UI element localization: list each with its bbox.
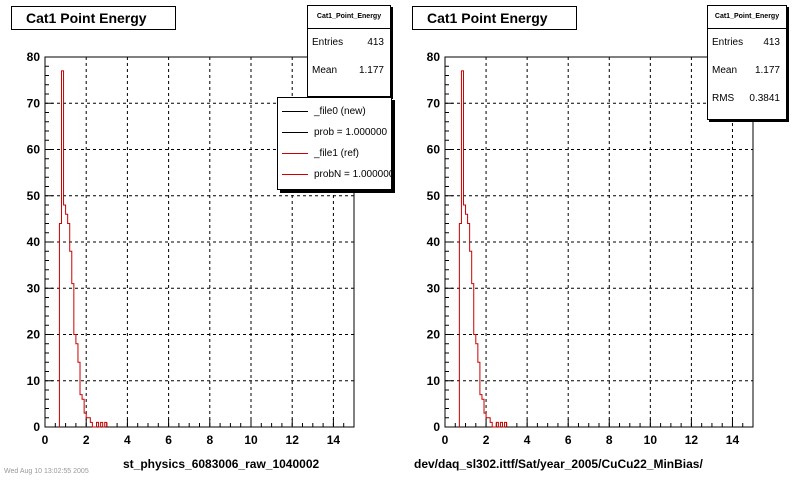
- stats-label: Mean: [312, 65, 338, 76]
- left-histogram-series: [58, 70, 108, 428]
- right-x-tick-label: 2: [483, 433, 490, 447]
- legend-swatch: [282, 132, 308, 133]
- left-x-tick-label: 6: [165, 433, 172, 447]
- left-y-tick-label: 20: [27, 328, 41, 342]
- legend-entry-file0: _file0 (new): [278, 101, 391, 122]
- right-y-tick-label: 20: [427, 328, 441, 342]
- right-x-tick-label: 10: [644, 433, 658, 447]
- right-x-tick-label: 14: [726, 433, 740, 447]
- right-x-tick-label: 4: [524, 433, 531, 447]
- stats-row-mean: Mean 1.177: [708, 57, 786, 85]
- left-y-tick-label: 70: [27, 96, 41, 110]
- right-x-caption: dev/daq_sl302.ittf/Sat/year_2005/CuCu22_…: [414, 457, 703, 471]
- left-y-tick-label: 10: [27, 374, 41, 388]
- legend-label: _file1 (ref): [314, 148, 360, 159]
- legend-swatch: [282, 174, 308, 175]
- legend-swatch: [282, 153, 308, 154]
- left-y-tick-label: 60: [27, 143, 41, 157]
- stats-label: RMS: [712, 93, 735, 104]
- left-x-tick-label: 2: [83, 433, 90, 447]
- stats-value: 1.177: [754, 65, 780, 76]
- stats-value: 1.177: [358, 65, 384, 76]
- legend: _file0 (new) prob = 1.000000 _file1 (ref…: [277, 97, 392, 190]
- right-x-tick-label: 6: [565, 433, 572, 447]
- legend-entry-file1: _file1 (ref): [278, 143, 391, 164]
- right-x-tick-label: 12: [685, 433, 699, 447]
- legend-entry-probn: probN = 1.000000: [278, 164, 391, 185]
- right-y-tick-label: 40: [427, 235, 441, 249]
- right-x-tick-label: 8: [606, 433, 613, 447]
- stats-title: Cat1_Point_Energy: [708, 6, 786, 29]
- stats-row-rms: RMS 0.3841: [708, 85, 786, 113]
- left-chart-title: Cat1 Point Energy: [11, 6, 176, 30]
- legend-label: prob = 1.000000: [314, 127, 388, 138]
- right-histogram-series: [458, 70, 508, 428]
- left-y-tick-label: 30: [27, 281, 41, 295]
- left-x-tick-label: 8: [206, 433, 213, 447]
- stats-title: Cat1_Point_Energy: [308, 6, 390, 29]
- right-y-tick-label: 10: [427, 374, 441, 388]
- left-y-tick-label: 50: [27, 189, 41, 203]
- left-y-tick-label: 0: [33, 420, 40, 434]
- left-x-tick-label: 12: [286, 433, 300, 447]
- stats-value: 413: [367, 37, 384, 48]
- left-stats-box: Cat1_Point_Energy Entries 413 Mean 1.177: [307, 5, 391, 97]
- right-y-tick-label: 50: [427, 189, 441, 203]
- right-y-tick-label: 80: [427, 50, 441, 64]
- right-x-tick-label: 0: [442, 433, 449, 447]
- left-x-tick-label: 4: [124, 433, 131, 447]
- left-y-tick-label: 80: [27, 50, 41, 64]
- stats-label: Entries: [312, 37, 344, 48]
- stats-row-entries: Entries 413: [308, 29, 390, 57]
- stats-label: Entries: [712, 37, 744, 48]
- stats-label: Mean: [712, 65, 738, 76]
- right-y-tick-label: 30: [427, 281, 441, 295]
- legend-label: probN = 1.000000: [314, 169, 392, 180]
- stats-value: 413: [763, 37, 780, 48]
- left-x-tick-label: 0: [42, 433, 49, 447]
- legend-entry-prob: prob = 1.000000: [278, 122, 391, 143]
- stats-value: 0.3841: [749, 93, 780, 104]
- legend-swatch: [282, 111, 308, 112]
- right-y-tick-label: 70: [427, 96, 441, 110]
- left-y-tick-label: 40: [27, 235, 41, 249]
- left-x-caption: st_physics_6083006_raw_1040002: [123, 457, 320, 471]
- right-chart-title: Cat1 Point Energy: [412, 6, 577, 30]
- legend-label: _file0 (new): [314, 106, 366, 117]
- footer-timestamp: Wed Aug 10 13:02:55 2005: [4, 468, 89, 475]
- stats-row-entries: Entries 413: [708, 29, 786, 57]
- right-y-tick-label: 0: [433, 420, 440, 434]
- right-y-tick-label: 60: [427, 143, 441, 157]
- right-stats-box: Cat1_Point_Energy Entries 413 Mean 1.177…: [707, 5, 787, 120]
- left-x-tick-label: 10: [244, 433, 258, 447]
- left-x-tick-label: 14: [327, 433, 341, 447]
- stats-row-mean: Mean 1.177: [308, 57, 390, 85]
